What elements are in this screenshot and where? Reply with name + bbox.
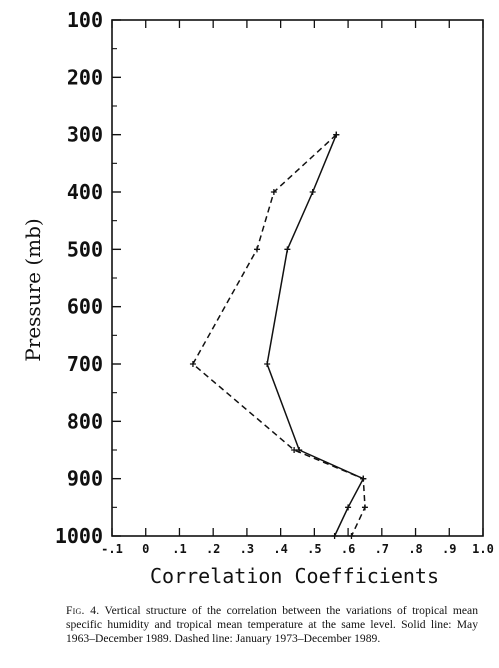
x-tick-label: .4	[273, 542, 287, 556]
plot-frame	[111, 19, 484, 537]
data-point	[333, 131, 340, 138]
data-point	[361, 504, 368, 511]
x-tick-label: .8	[408, 542, 422, 556]
data-point	[331, 533, 338, 539]
x-axis-title: Correlation Coefficients	[150, 564, 439, 588]
x-tick-label: .5	[307, 542, 321, 556]
y-tick-label: 800	[67, 409, 103, 433]
caption-text: Vertical structure of the correlation be…	[66, 604, 478, 645]
x-tick-label: 0	[142, 542, 149, 556]
chart: 100 200 300 400 500 600 700 800 900 1000 -.1 0 .1 .2…	[21, 8, 494, 588]
y-tick-labels: 100 200 300 400 500 600 700 800 900 1000	[55, 8, 103, 548]
series-layer	[189, 131, 368, 539]
x-tick-label: .2	[206, 542, 220, 556]
data-point	[309, 189, 316, 195]
figure-caption: Fig. 4. Vertical structure of the correl…	[66, 604, 478, 646]
data-point	[189, 361, 196, 367]
x-tick-label: .6	[341, 542, 355, 556]
x-tick-label: .9	[442, 542, 456, 556]
y-tick-label: 300	[67, 123, 103, 147]
dashed-series-line	[191, 134, 366, 537]
x-tick-labels: -.1 0 .1 .2 .3 .4 .5 .6 .7 .8 .9 1.0	[101, 542, 494, 556]
data-point	[348, 533, 355, 539]
solid-series-line	[266, 134, 365, 537]
data-point	[360, 475, 367, 482]
y-tick-label: 1000	[55, 524, 103, 548]
x-tick-label: .7	[375, 542, 389, 556]
data-point	[284, 246, 291, 253]
x-tick-label: 1.0	[472, 542, 494, 556]
y-tick-label: 700	[67, 352, 103, 376]
y-tick-label: 200	[67, 65, 103, 89]
x-tick-label: .1	[172, 542, 186, 556]
data-point	[264, 361, 271, 367]
y-tick-label: 500	[67, 237, 103, 261]
data-point	[254, 246, 261, 253]
x-tick-label: .3	[240, 542, 254, 556]
data-point	[345, 504, 352, 511]
tick-marks	[111, 19, 484, 537]
data-point	[270, 189, 277, 195]
y-axis-title: Pressure (mb)	[21, 218, 45, 361]
y-tick-label: 900	[67, 467, 103, 491]
x-tick-label: -.1	[101, 542, 123, 556]
figure-label: Fig. 4.	[66, 604, 100, 617]
y-tick-label: 100	[67, 8, 103, 32]
data-point	[291, 447, 298, 453]
y-tick-label: 600	[67, 295, 103, 319]
y-tick-label: 400	[67, 180, 103, 204]
